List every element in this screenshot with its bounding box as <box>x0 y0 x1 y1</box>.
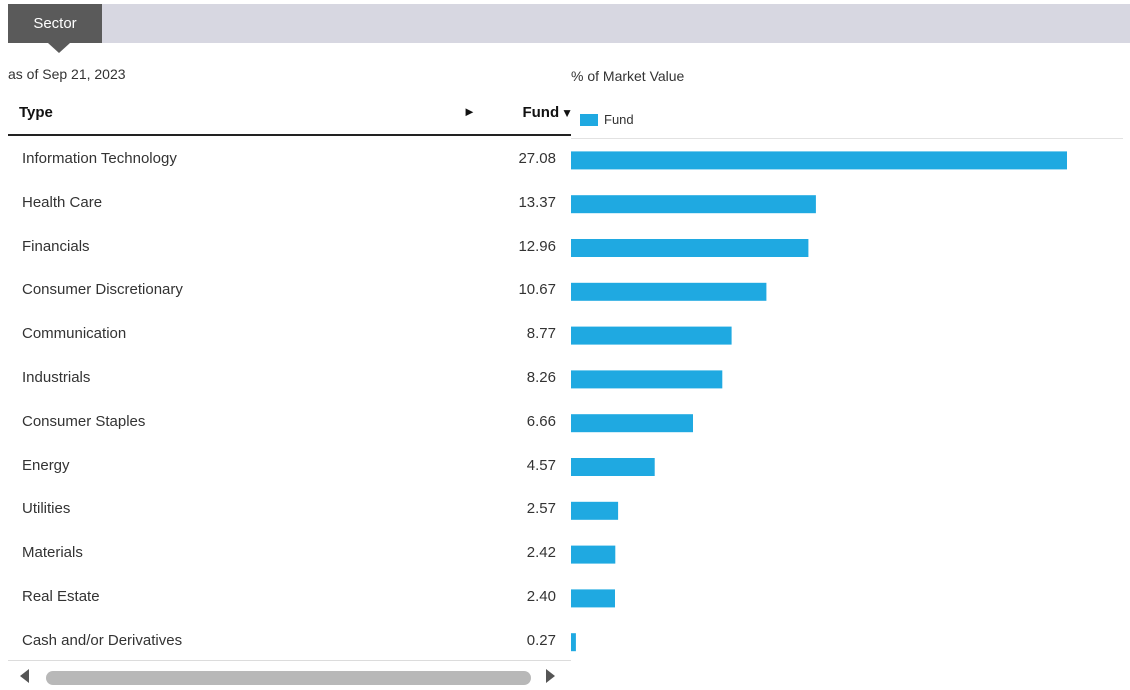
table-row: Utilities 2.57 <box>8 488 571 531</box>
bar-financials[interactable] <box>571 239 809 257</box>
scroll-left-icon[interactable] <box>20 669 29 683</box>
sector-value: 27.08 <box>518 150 556 167</box>
bar-materials[interactable] <box>571 545 616 564</box>
sector-name: Energy <box>22 456 70 474</box>
column-header-fund-label: Fund <box>522 104 560 121</box>
sector-name: Communication <box>22 325 127 343</box>
bar-cash-and-or-derivatives[interactable] <box>571 633 576 652</box>
table-row: Health Care 13.37 <box>8 182 571 225</box>
table-row: Consumer Discretionary 10.67 <box>8 269 571 312</box>
header-divider <box>8 134 571 136</box>
table-row: Real Estate 2.40 <box>8 576 571 619</box>
table-row: Cash and/or Derivatives 0.27 <box>8 620 571 663</box>
sector-value: 2.57 <box>526 500 556 518</box>
sector-name: Utilities <box>22 500 71 518</box>
bar-real-estate[interactable] <box>571 589 615 608</box>
bar-energy[interactable] <box>571 458 655 476</box>
as-of-date: as of Sep 21, 2023 <box>8 66 126 82</box>
table-row: Consumer Staples 6.66 <box>8 401 571 444</box>
table-row: Energy 4.57 <box>8 445 571 488</box>
table-row: Materials 2.42 <box>8 532 571 575</box>
bar-consumer-staples[interactable] <box>571 414 693 433</box>
bar-utilities[interactable] <box>571 501 619 520</box>
sector-value: 0.27 <box>526 631 556 649</box>
bar-industrials[interactable] <box>571 370 723 389</box>
chart-title: % of Market Value <box>571 68 685 84</box>
sector-value: 13.37 <box>518 193 556 211</box>
sector-value: 2.40 <box>526 588 556 605</box>
table-row: Information Technology 27.08 <box>8 138 571 181</box>
tab-sector[interactable]: Sector <box>8 4 102 53</box>
sector-name: Industrials <box>22 369 91 386</box>
table-row: Industrials 8.26 <box>8 357 571 400</box>
sector-name: Cash and/or Derivatives <box>22 631 183 649</box>
sector-value: 6.66 <box>526 412 556 430</box>
sector-value: 2.42 <box>526 544 556 562</box>
sector-value: 12.96 <box>518 237 556 255</box>
bar-consumer-discretionary[interactable] <box>571 282 767 301</box>
table-row: Financials 12.96 <box>8 226 571 269</box>
chart-legend: Fund <box>580 112 634 127</box>
sector-name: Consumer Staples <box>22 412 146 430</box>
table-row: Communication 8.77 <box>8 313 571 356</box>
bar-health-care[interactable] <box>571 195 816 214</box>
column-header-type[interactable]: Type <box>19 104 53 121</box>
horizontal-scrollbar-thumb[interactable] <box>46 671 531 685</box>
sector-name: Information Technology <box>22 150 177 167</box>
sector-value: 10.67 <box>518 281 556 299</box>
play-right-icon[interactable]: ► <box>463 104 476 119</box>
table-bottom-divider <box>8 660 571 661</box>
legend-label-fund: Fund <box>604 112 634 127</box>
sector-name: Materials <box>22 544 83 562</box>
scroll-right-icon[interactable] <box>546 669 555 683</box>
bar-communication[interactable] <box>571 326 732 345</box>
chart-top-divider <box>571 138 1123 139</box>
legend-swatch-fund <box>580 113 598 126</box>
sector-name: Financials <box>22 237 90 255</box>
sector-value: 4.57 <box>526 456 556 474</box>
sector-name: Real Estate <box>22 588 100 605</box>
sector-value: 8.77 <box>526 325 556 343</box>
bar-information-technology[interactable] <box>571 151 1067 170</box>
tab-bar <box>8 4 1130 43</box>
bar-chart <box>571 151 1067 652</box>
sector-value: 8.26 <box>526 369 556 386</box>
column-header-fund[interactable]: Fund ▼ <box>522 104 573 121</box>
sector-name: Health Care <box>22 193 103 211</box>
sector-name: Consumer Discretionary <box>22 281 183 299</box>
caret-down-icon[interactable]: ▼ <box>561 106 573 120</box>
